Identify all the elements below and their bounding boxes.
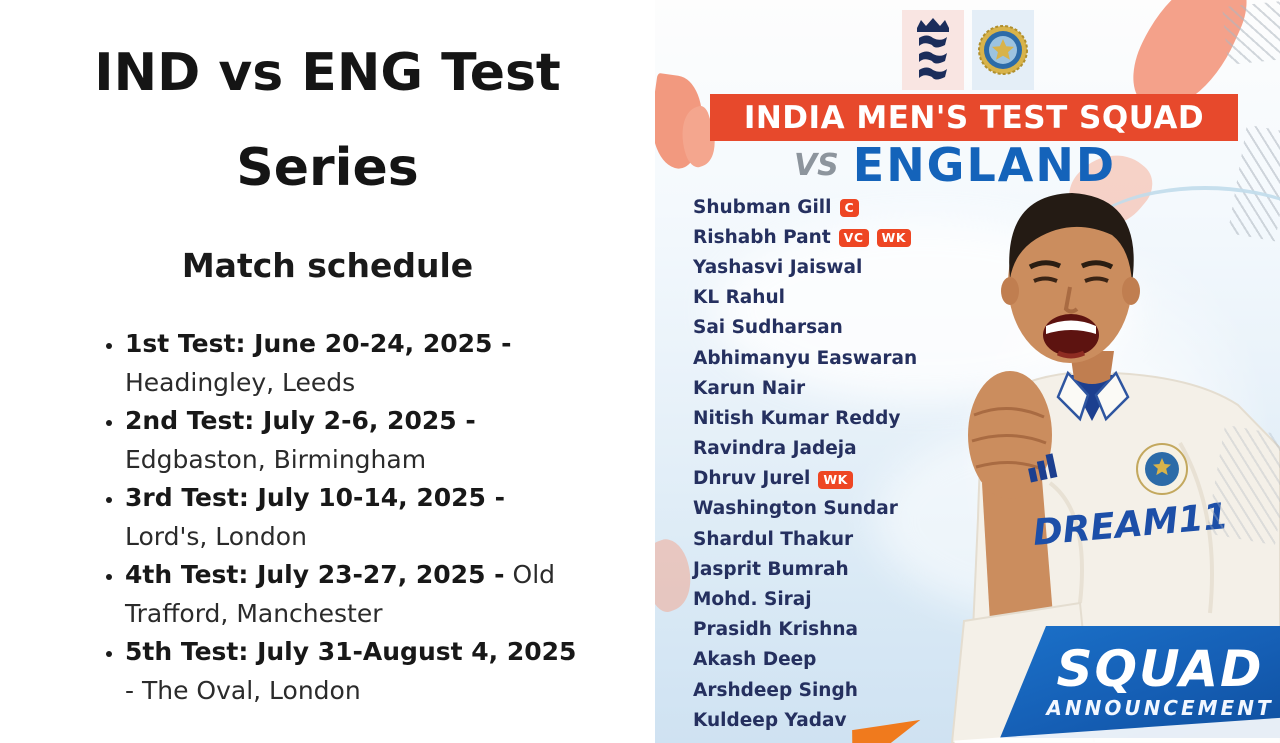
squad-title-text: INDIA MEN'S TEST SQUAD [743, 99, 1205, 136]
player-name: Akash Deep [693, 649, 817, 671]
player-name: KL Rahul [693, 287, 785, 309]
player-name: Yashasvi Jaiswal [693, 256, 863, 278]
player-name: Shubman Gill [693, 196, 832, 218]
player-name: Arshdeep Singh [693, 679, 858, 701]
player-name: Jasprit Bumrah [693, 558, 849, 580]
player-row: Ravindra Jadeja [693, 434, 917, 464]
player-badges: WK [810, 469, 853, 489]
player-name: Karun Nair [693, 377, 806, 399]
player-name: Ravindra Jadeja [693, 438, 857, 460]
page-title-line1: IND vs ENG Test [94, 43, 561, 103]
role-badge: VC [838, 229, 869, 248]
squad-announcement-title: SQUAD [1056, 640, 1264, 698]
england-crest-icon [916, 18, 949, 80]
player-name: Kuldeep Yadav [693, 709, 847, 731]
schedule-item: 3rd Test: July 10-14, 2025 - Lord's, Lon… [125, 479, 580, 556]
squad-announcement-banner: SQUAD ANNOUNCEMENT [1000, 626, 1280, 738]
schedule-item-venue: Edgbaston, Birmingham [125, 444, 427, 474]
player-row: Abhimanyu Easwaran [693, 343, 917, 373]
player-name: Nitish Kumar Reddy [693, 407, 901, 429]
player-name: Shardul Thakur [693, 528, 854, 550]
page-title: IND vs ENG Test Series [0, 0, 655, 216]
player-row: Mohd. Siraj [693, 584, 917, 614]
player-name: Prasidh Krishna [693, 619, 859, 641]
bcci-emblem-icon [977, 25, 1028, 75]
player-row: KL Rahul [693, 283, 917, 313]
player-name: Abhimanyu Easwaran [693, 347, 918, 369]
player-row: Kuldeep Yadav [693, 705, 917, 735]
player-row: Prasidh Krishna [693, 615, 917, 645]
schedule-item: 2nd Test: July 2-6, 2025 - Edgbaston, Bi… [125, 402, 580, 479]
player-row: Washington Sundar [693, 494, 917, 524]
schedule-item: 5th Test: July 31-August 4, 2025 - The O… [125, 633, 580, 710]
schedule-panel: IND vs ENG Test Series Match schedule 1st… [0, 0, 655, 743]
player-badges: VC WK [831, 227, 912, 248]
player-name: Rishabh Pant [693, 226, 831, 248]
schedule-item: 4th Test: July 23-27, 2025 - Old Traffor… [125, 556, 580, 633]
player-row: Dhruv Jurel WK [693, 464, 917, 494]
player-name: Sai Sudharsan [693, 317, 843, 339]
player-row: Jasprit Bumrah [693, 554, 917, 584]
schedule-item-date: 5th Test: July 31-August 4, 2025 [125, 637, 577, 666]
player-row: Sai Sudharsan [693, 313, 917, 343]
team-logos [655, 10, 1280, 90]
player-row: Rishabh Pant VC WK [693, 222, 917, 252]
player-row: Arshdeep Singh [693, 675, 917, 705]
schedule-item-date: 1st Test: June 20-24, 2025 - [125, 329, 512, 358]
player-row: Karun Nair [693, 373, 917, 403]
schedule-item-date: 3rd Test: July 10-14, 2025 - [125, 483, 506, 512]
player-row: Akash Deep [693, 645, 917, 675]
schedule-item-date: 4th Test: July 23-27, 2025 - [125, 560, 505, 589]
bcci-logo [971, 10, 1034, 90]
schedule-item-venue: - The Oval, London [125, 675, 361, 705]
role-badge: WK [876, 229, 912, 248]
schedule-item-venue: Headingley, Leeds [125, 367, 356, 397]
england-cricket-logo [901, 10, 964, 90]
schedule-item-venue: Lord's, London [125, 521, 307, 551]
player-name: Mohd. Siraj [693, 589, 812, 611]
squad-announcement-subtitle: ANNOUNCEMENT [1046, 696, 1274, 720]
vs-label: VS [793, 148, 839, 183]
player-row: Nitish Kumar Reddy [693, 403, 917, 433]
match-schedule-list: 1st Test: June 20-24, 2025 - Headingley,… [0, 325, 655, 710]
schedule-item-date: 2nd Test: July 2-6, 2025 - [125, 406, 476, 435]
squad-poster: INDIA MEN'S TEST SQUAD VS ENGLAND Shubman… [655, 0, 1280, 743]
schedule-item-venue: Old Trafford, Manchester [125, 560, 556, 628]
player-row: Shubman Gill C [693, 192, 917, 222]
player-list: Shubman Gill C Rishabh Pant VC WK Yashasv… [693, 192, 917, 735]
page-title-line2: Series [236, 138, 419, 198]
role-badge: C [839, 199, 860, 218]
player-row: Yashasvi Jaiswal [693, 252, 917, 282]
player-name: Dhruv Jurel [693, 468, 811, 490]
squad-title-banner: INDIA MEN'S TEST SQUAD [710, 94, 1238, 141]
player-row: Shardul Thakur [693, 524, 917, 554]
player-name: Washington Sundar [693, 498, 898, 520]
role-badge: WK [818, 470, 853, 489]
schedule-subtitle: Match schedule [181, 246, 474, 285]
schedule-item: 1st Test: June 20-24, 2025 - Headingley,… [125, 325, 580, 402]
player-badges: C [832, 197, 860, 218]
